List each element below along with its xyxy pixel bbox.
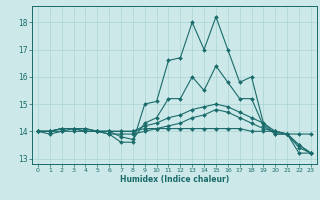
X-axis label: Humidex (Indice chaleur): Humidex (Indice chaleur) <box>120 175 229 184</box>
